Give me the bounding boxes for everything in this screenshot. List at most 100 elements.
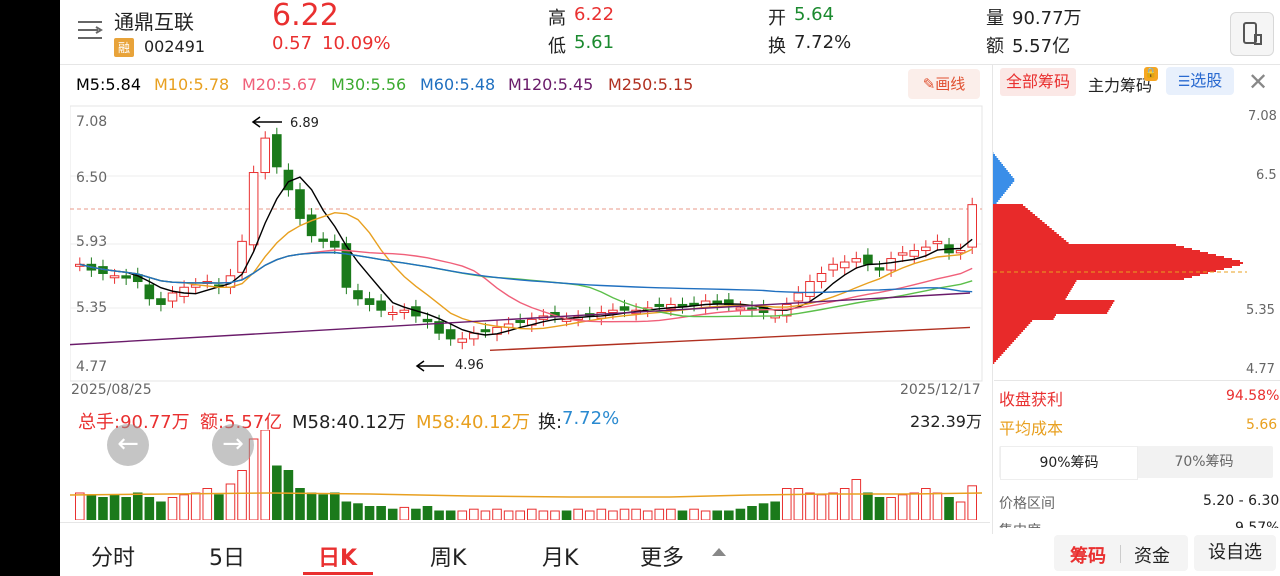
ma30-label: M30:5.56 xyxy=(331,75,407,94)
candle-body xyxy=(399,309,410,313)
chip-bar xyxy=(993,254,1216,256)
volume-ma10: M58:40.12万 xyxy=(416,412,531,433)
volume-bar xyxy=(144,497,155,520)
volume-bar xyxy=(190,492,201,520)
pencil-icon: ✎ xyxy=(922,75,936,93)
volume-bar xyxy=(387,508,398,520)
chips-tab-button[interactable]: 筹码 xyxy=(1070,546,1106,567)
chip-bar xyxy=(993,342,1013,344)
draw-line-button[interactable]: ✎画线 xyxy=(908,69,980,99)
chip-bar xyxy=(993,248,1192,250)
chip-bar xyxy=(993,168,1007,170)
low-mark-label: 4.96 xyxy=(455,358,484,373)
tab-monthly-k[interactable]: 月K xyxy=(542,546,579,571)
chip-bar xyxy=(993,242,1069,244)
volume-bar xyxy=(677,510,688,520)
add-watchlist-button[interactable]: 设自选 xyxy=(1194,535,1276,571)
chip-bar xyxy=(993,352,1004,354)
chip-bar xyxy=(993,320,1033,322)
tab-weekly-k[interactable]: 周K xyxy=(430,546,467,571)
candle-body xyxy=(608,309,618,313)
volume-bar xyxy=(202,488,213,520)
ma120-label: M120:5.45 xyxy=(508,75,594,94)
avg-cost-value: 5.66 xyxy=(1246,417,1278,433)
candlestick-chart[interactable] xyxy=(70,104,992,404)
tab-all-chips[interactable]: 全部筹码 xyxy=(1000,68,1076,96)
chip-bar xyxy=(993,328,1025,330)
chip-bar xyxy=(993,224,1047,226)
candle-body xyxy=(329,240,340,248)
chip-bar xyxy=(993,324,1029,326)
chip-bar xyxy=(993,216,1038,218)
volume-bar xyxy=(619,508,630,520)
funds-tab-button[interactable]: 资金 xyxy=(1134,546,1170,567)
caret-up-icon[interactable] xyxy=(712,548,726,556)
chip-bar xyxy=(993,272,1208,274)
tab-more[interactable]: 更多 xyxy=(640,546,685,571)
volume-bar xyxy=(932,492,943,520)
candle-body xyxy=(156,298,166,305)
ma-line xyxy=(79,211,973,330)
volume-bar xyxy=(781,488,792,520)
volume-bars xyxy=(75,430,978,520)
volume-max: 232.39万 xyxy=(910,412,982,431)
chip-bar xyxy=(993,358,998,360)
chip-bar xyxy=(993,252,1208,254)
volume-bar xyxy=(816,494,827,520)
landscape-button[interactable] xyxy=(1230,12,1274,56)
chip-bar xyxy=(993,236,1062,238)
chip-y-tick: 7.08 xyxy=(1248,109,1277,124)
chip-bar xyxy=(993,278,1184,280)
chip-bar xyxy=(993,264,1240,266)
chip-bar xyxy=(993,310,1109,312)
menu-icon[interactable] xyxy=(76,18,104,42)
chip-bar xyxy=(993,308,1110,310)
volume-turnover: 7.72% xyxy=(562,408,620,429)
chip-bar xyxy=(993,178,1015,180)
current-price: 6.22 xyxy=(272,0,339,33)
chip-bar xyxy=(993,220,1043,222)
turnover-value: 7.72% xyxy=(794,32,852,53)
volume-chart[interactable] xyxy=(70,430,992,520)
volume-bar xyxy=(503,510,514,520)
volume-bar xyxy=(550,510,560,520)
end-date: 2025/12/17 xyxy=(900,382,981,398)
chip-bar xyxy=(993,350,1006,352)
chip-bar xyxy=(993,170,1008,172)
volume-bar xyxy=(596,508,607,520)
volume-bar xyxy=(98,497,108,520)
tab-main-chips[interactable]: 主力筹码 xyxy=(1088,76,1153,95)
next-arrow-button[interactable]: → xyxy=(212,424,254,466)
ma120-line xyxy=(70,292,971,346)
tab-all-chips-label: 全部筹码 xyxy=(1005,72,1070,91)
chip-bar xyxy=(993,298,1066,300)
concentration-label: 集中度 xyxy=(999,520,1041,528)
chip-bar xyxy=(993,210,1031,212)
candle-body xyxy=(863,254,873,265)
select-stock-button[interactable]: ☰选股 xyxy=(1166,67,1234,95)
tab-intraday[interactable]: 分时 xyxy=(91,546,136,571)
y-tick: 4.77 xyxy=(76,359,108,375)
volume-bar xyxy=(805,492,815,520)
candle-body xyxy=(897,252,908,256)
candle-body xyxy=(248,172,259,246)
prev-arrow-button[interactable]: ← xyxy=(107,424,149,466)
chip-bar xyxy=(993,174,1011,176)
close-icon[interactable]: ✕ xyxy=(1248,68,1269,96)
volume-bar xyxy=(457,510,468,520)
volume-ma5: M58:40.12万 xyxy=(292,412,407,433)
tab-5day[interactable]: 5日 xyxy=(209,546,245,571)
high-annotation xyxy=(251,116,282,128)
concentration-row: 集中度 9.57% xyxy=(994,518,1280,528)
volume-bar xyxy=(538,510,549,520)
volume-bar xyxy=(631,508,641,520)
tab-daily-k[interactable]: 日K xyxy=(318,546,358,571)
volume-bar xyxy=(237,470,247,520)
chip-bar xyxy=(993,204,1023,206)
seg-70-chips[interactable]: 70%筹码 xyxy=(1174,454,1234,470)
seg-90-chips[interactable]: 90%筹码 xyxy=(1000,446,1138,480)
chip-bar xyxy=(993,244,1176,246)
ma-line xyxy=(79,251,973,318)
candle-body xyxy=(874,267,885,271)
chip-bar xyxy=(993,300,1115,302)
